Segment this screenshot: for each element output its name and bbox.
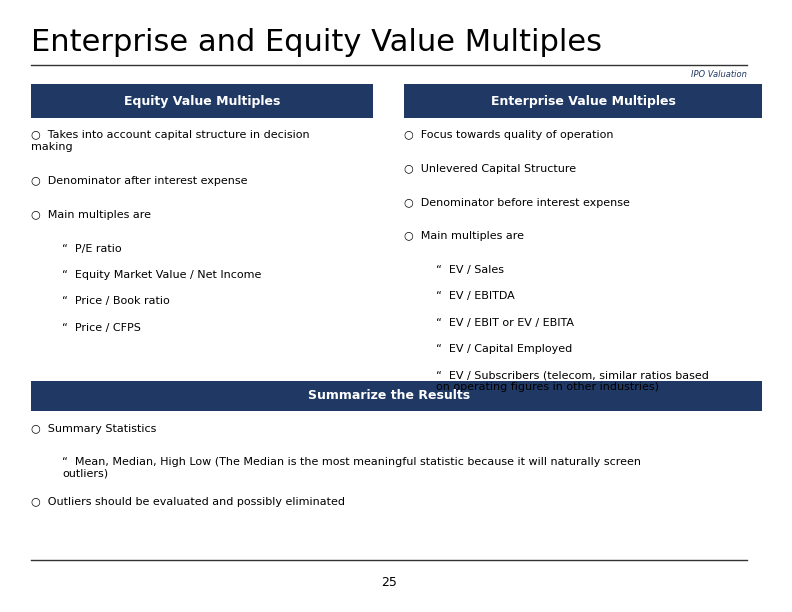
Text: ○  Unlevered Capital Structure: ○ Unlevered Capital Structure — [405, 164, 577, 174]
Text: Enterprise and Equity Value Multiples: Enterprise and Equity Value Multiples — [31, 28, 602, 56]
Text: Enterprise Value Multiples: Enterprise Value Multiples — [491, 95, 676, 108]
Text: ○  Main multiples are: ○ Main multiples are — [31, 210, 151, 220]
Text: ○  Denominator before interest expense: ○ Denominator before interest expense — [405, 198, 630, 207]
Text: IPO Valuation: IPO Valuation — [691, 70, 747, 80]
Text: “  Price / Book ratio: “ Price / Book ratio — [63, 296, 170, 306]
Text: “  EV / EBIT or EV / EBITA: “ EV / EBIT or EV / EBITA — [436, 318, 573, 327]
FancyBboxPatch shape — [31, 381, 762, 411]
Text: “  EV / EBITDA: “ EV / EBITDA — [436, 291, 514, 301]
Text: ○  Main multiples are: ○ Main multiples are — [405, 231, 524, 241]
Text: “  Mean, Median, High Low (The Median is the most meaningful statistic because i: “ Mean, Median, High Low (The Median is … — [63, 457, 642, 479]
Text: “  EV / Subscribers (telecom, similar ratios based
on operating figures in other: “ EV / Subscribers (telecom, similar rat… — [436, 370, 708, 392]
Text: Summarize the Results: Summarize the Results — [308, 389, 470, 403]
FancyBboxPatch shape — [31, 84, 373, 118]
Text: ○  Focus towards quality of operation: ○ Focus towards quality of operation — [405, 130, 614, 140]
Text: “  EV / Capital Employed: “ EV / Capital Employed — [436, 344, 572, 354]
Text: ○  Takes into account capital structure in decision
making: ○ Takes into account capital structure i… — [31, 130, 310, 152]
Text: ○  Outliers should be evaluated and possibly eliminated: ○ Outliers should be evaluated and possi… — [31, 497, 345, 507]
Text: “  Equity Market Value / Net Income: “ Equity Market Value / Net Income — [63, 270, 261, 280]
Text: ○  Summary Statistics: ○ Summary Statistics — [31, 424, 157, 433]
Text: “  Price / CFPS: “ Price / CFPS — [63, 323, 141, 332]
FancyBboxPatch shape — [405, 84, 762, 118]
Text: ○  Denominator after interest expense: ○ Denominator after interest expense — [31, 176, 248, 186]
Text: Equity Value Multiples: Equity Value Multiples — [124, 95, 280, 108]
Text: “  P/E ratio: “ P/E ratio — [63, 244, 122, 253]
Text: “  EV / Sales: “ EV / Sales — [436, 265, 504, 275]
Text: 25: 25 — [381, 576, 397, 589]
